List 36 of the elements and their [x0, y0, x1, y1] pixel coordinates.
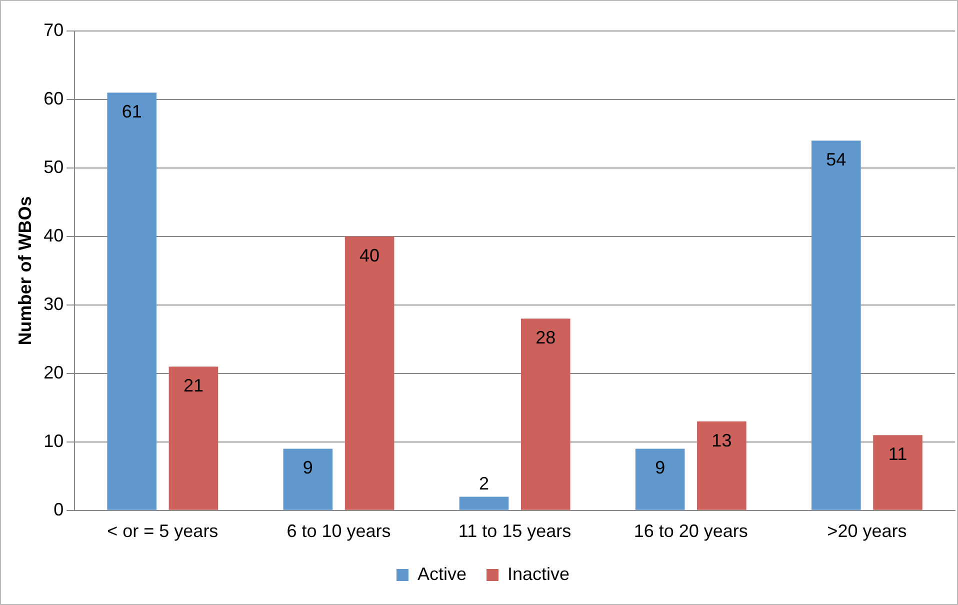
x-tick-label: 6 to 10 years [286, 521, 391, 542]
bar [697, 421, 746, 510]
bar [635, 448, 685, 510]
bar [283, 448, 333, 510]
bar [107, 92, 156, 510]
data-label: 40 [360, 245, 380, 266]
y-tick-label: 70 [44, 20, 64, 40]
y-tick-label: 30 [44, 294, 64, 314]
y-tick-label: 10 [44, 430, 64, 451]
bar [344, 236, 394, 510]
y-tick-label: 40 [44, 225, 64, 246]
data-label: 13 [712, 430, 732, 450]
legend-label: Active [417, 564, 467, 584]
bar [168, 366, 218, 510]
bar [812, 140, 861, 510]
y-tick-label: 0 [54, 499, 64, 520]
bar [520, 318, 570, 510]
data-label: 9 [302, 458, 313, 478]
y-axis-title: Number of WBOs [14, 196, 35, 346]
data-label: 61 [122, 102, 142, 122]
x-tick-label: < or = 5 years [107, 521, 218, 542]
bar [459, 496, 509, 510]
x-tick-label: 11 to 15 years [458, 521, 572, 542]
y-tick-label: 20 [44, 362, 64, 382]
data-label: 9 [655, 458, 666, 478]
data-label: 28 [536, 328, 556, 348]
data-label: 21 [183, 376, 204, 396]
y-tick-label: 60 [44, 88, 64, 108]
legend-label: Inactive [507, 564, 570, 584]
x-tick-label: >20 years [827, 521, 907, 542]
y-tick-label: 50 [44, 156, 64, 177]
bar [873, 435, 922, 510]
data-label: 2 [478, 474, 490, 494]
data-label: 54 [826, 150, 846, 170]
x-tick-label: 16 to 20 years [634, 521, 748, 542]
data-label: 11 [888, 444, 908, 464]
